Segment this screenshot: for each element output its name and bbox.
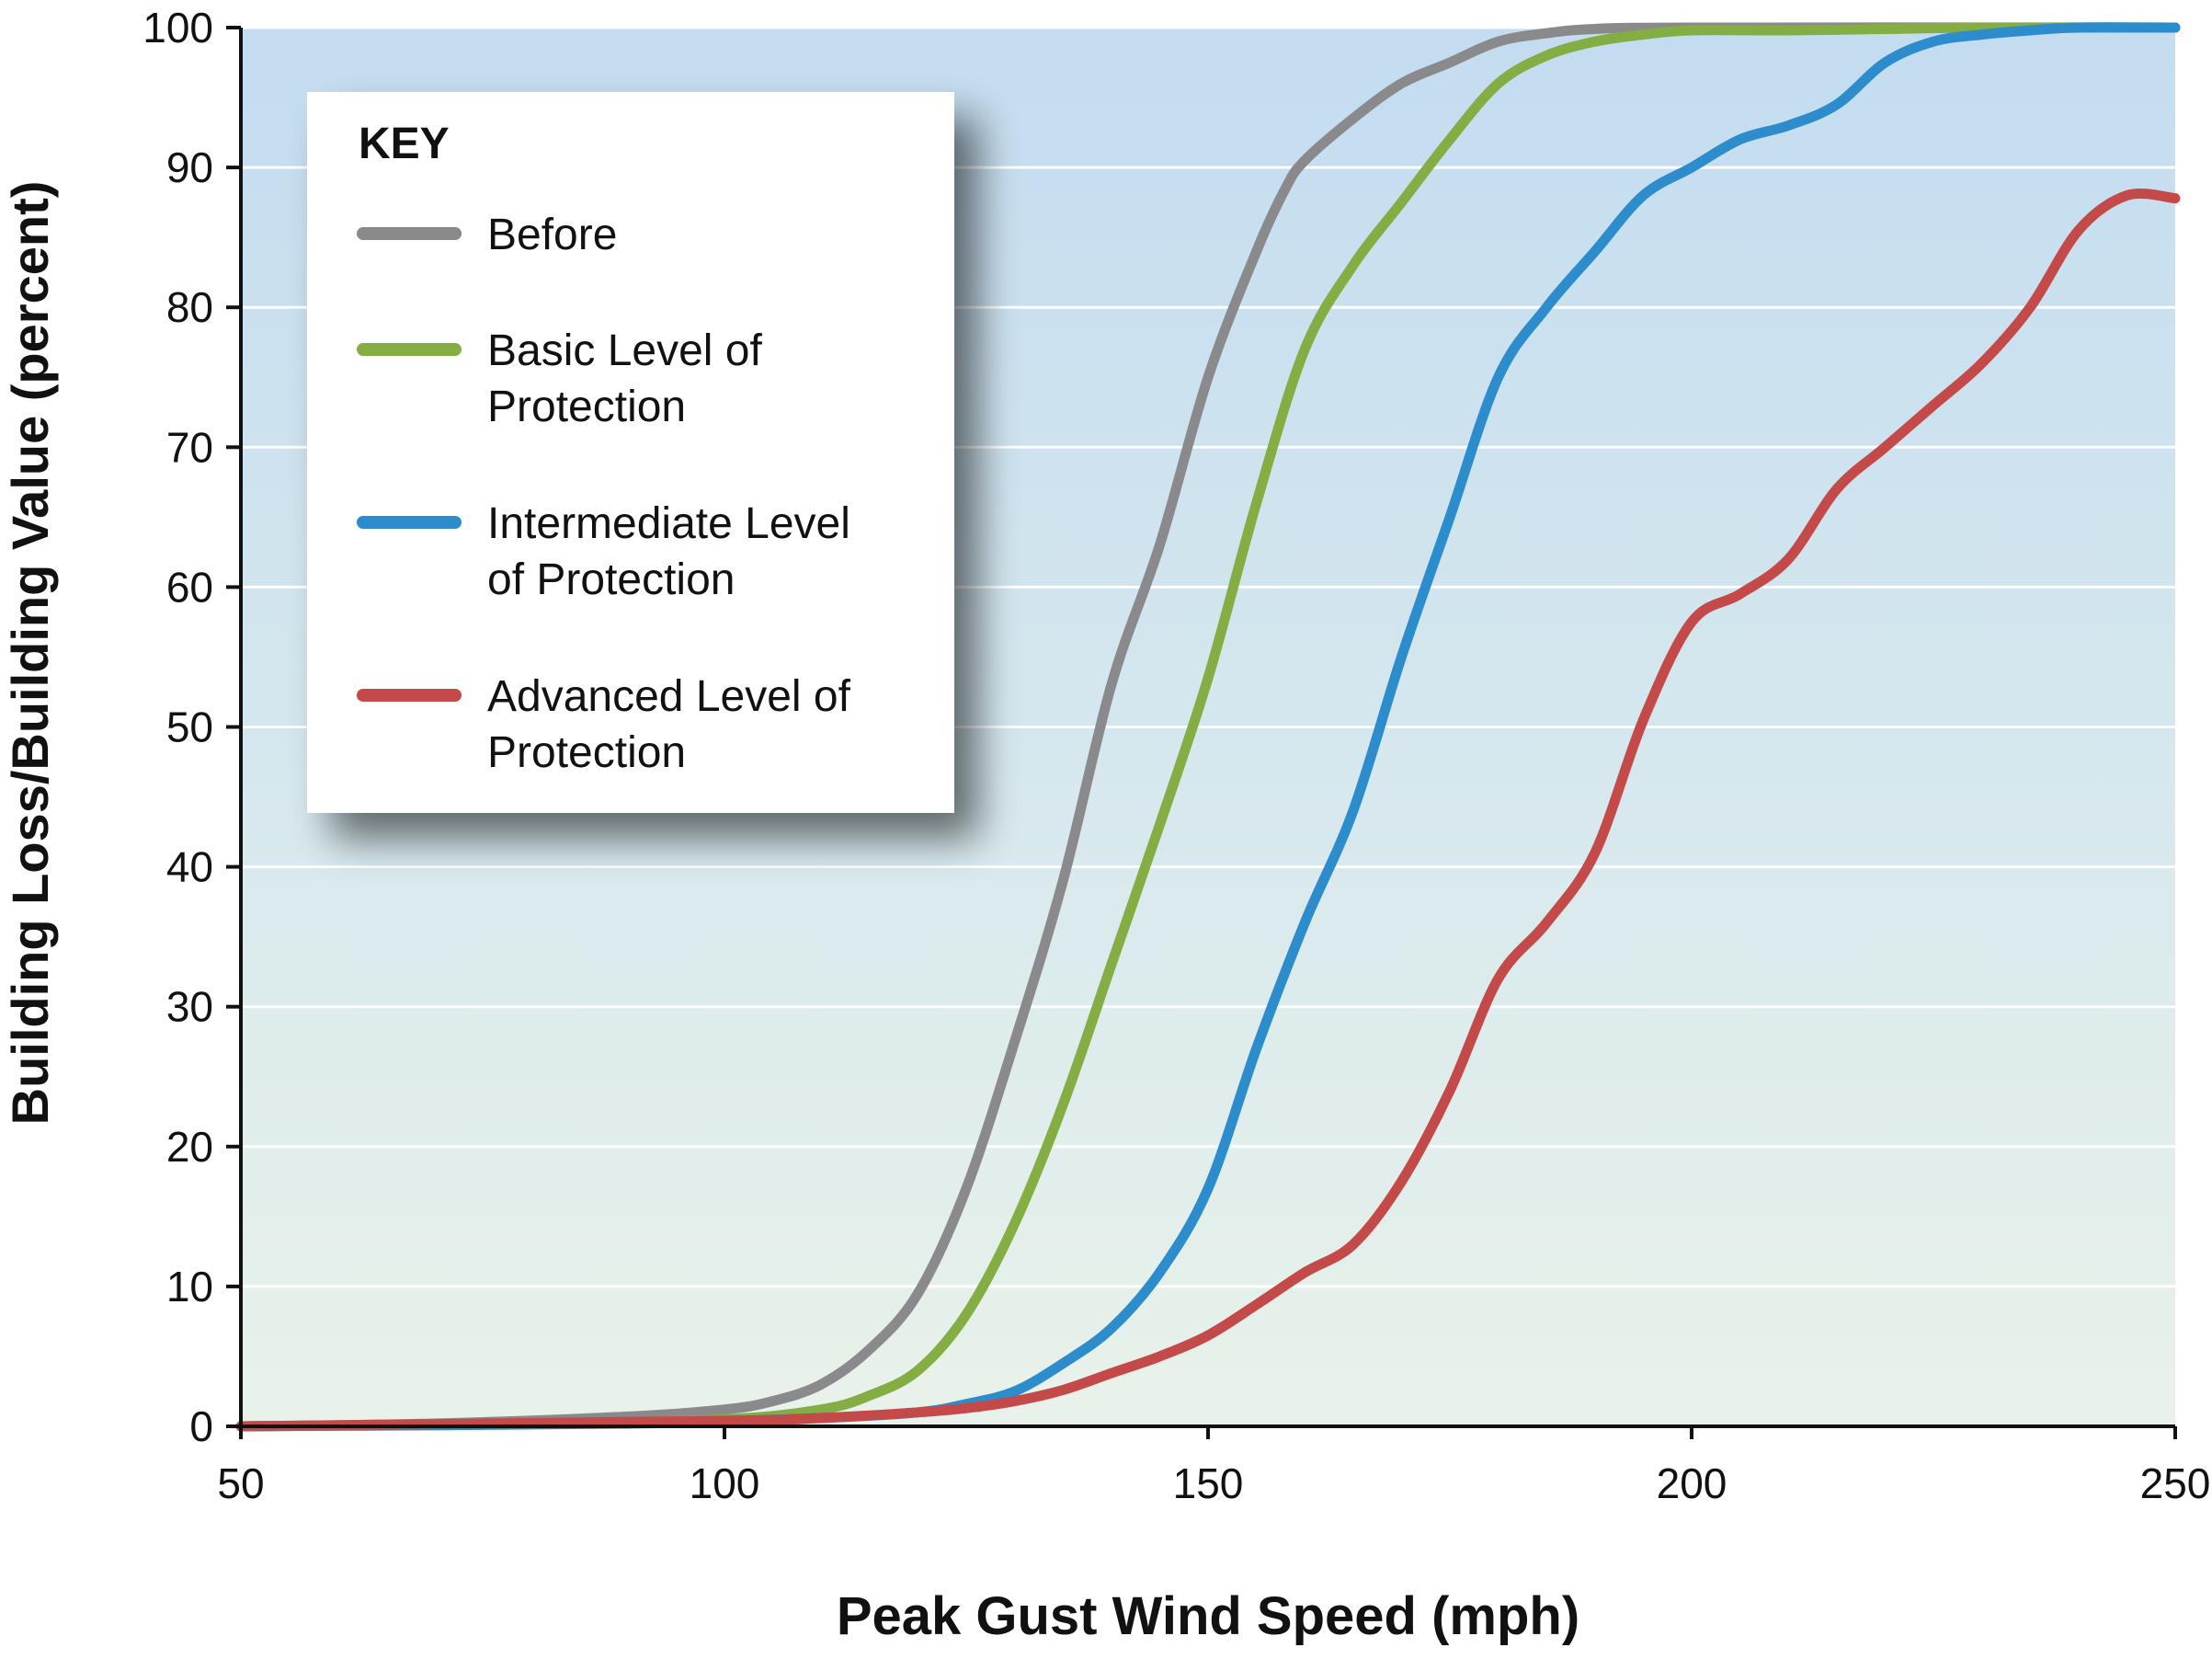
legend-item-basic-level-of-protection: Basic Level of Protection	[357, 326, 762, 431]
y-tick-label-60: 60	[166, 563, 213, 611]
series-line-advanced-level-of-protection	[235, 188, 2181, 1432]
y-tick-label-30: 30	[166, 983, 213, 1031]
y-tick-label-40: 40	[166, 843, 213, 891]
legend-label-before: Before	[487, 211, 617, 259]
series-line-basic-level-of-protection	[235, 22, 2181, 1432]
legend-label-intermediate-level-of-protection: Intermediate Level of Protection	[487, 499, 850, 604]
y-tick-label-10: 10	[166, 1263, 213, 1310]
x-tick-label-100: 100	[690, 1459, 760, 1507]
x-axis-label: Peak Gust Wind Speed (mph)	[837, 1586, 1579, 1646]
legend-item-before: Before	[357, 211, 617, 259]
y-tick-label-50: 50	[166, 704, 213, 751]
series-lines	[235, 22, 2181, 1432]
legend-item-advanced-level-of-protection: Advanced Level of Protection	[357, 672, 851, 777]
legend-label-basic-level-of-protection: Basic Level of Protection	[487, 326, 762, 431]
legend-items: Before Basic Level of Protection Intermedia…	[357, 211, 851, 777]
y-tick-label-90: 90	[166, 143, 213, 191]
legend-item-intermediate-level-of-protection: Intermediate Level of Protection	[357, 499, 850, 604]
series-line-before	[235, 22, 2181, 1432]
x-tick-label-50: 50	[217, 1459, 264, 1507]
y-tick-label-20: 20	[166, 1123, 213, 1171]
y-tick-label-70: 70	[166, 423, 213, 471]
axes: 0 10 20 30 40 50 60 70 80 90 100 50 100 150 200 250	[143, 4, 2210, 1507]
x-tick-label-150: 150	[1173, 1459, 1244, 1507]
y-tick-label-80: 80	[166, 283, 213, 331]
legend: KEY Before Basic Level of Protection Interm…	[307, 92, 954, 813]
legend-label-advanced-level-of-protection: Advanced Level of Protection	[487, 672, 851, 777]
x-tick-label-250: 250	[2140, 1459, 2211, 1507]
legend-title: KEY	[359, 120, 450, 168]
y-axis-label: Building Loss/Building Value (percent)	[1, 181, 59, 1126]
x-tick-label-200: 200	[1657, 1459, 1727, 1507]
y-tick-label-0: 0	[189, 1402, 213, 1450]
y-tick-label-100: 100	[143, 4, 213, 51]
